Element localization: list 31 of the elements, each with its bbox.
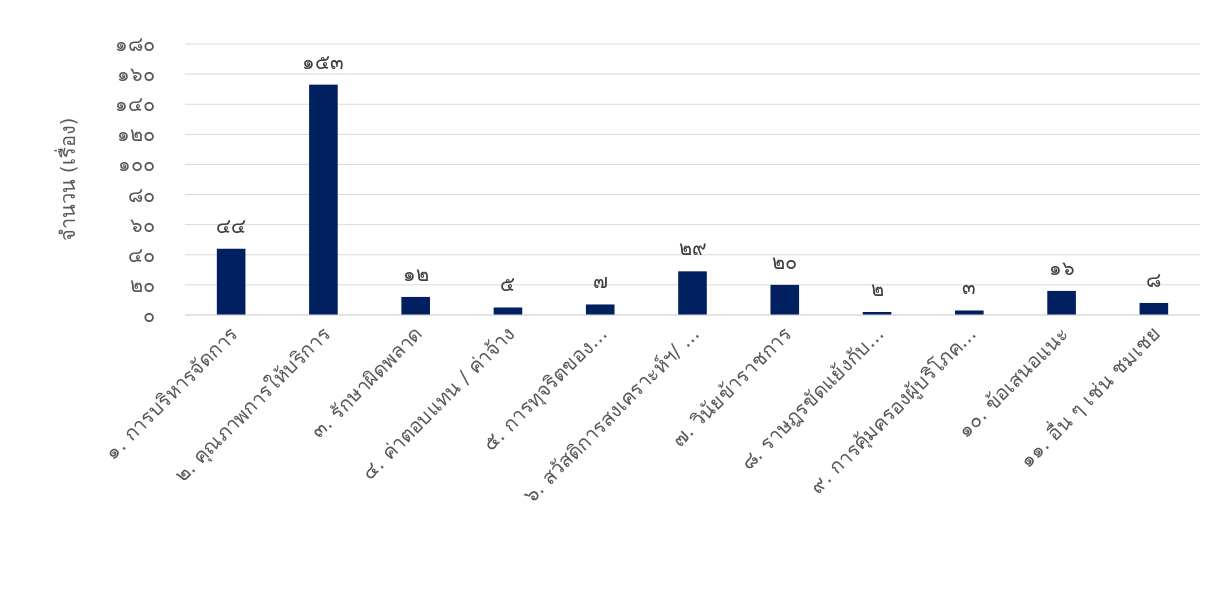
bar xyxy=(678,271,707,315)
data-label: ๔๔ xyxy=(216,213,247,238)
y-tick-label: ๖๐ xyxy=(130,212,155,237)
y-tick-label: ๘๐ xyxy=(128,182,155,207)
data-label: ๒๐ xyxy=(772,249,798,274)
bar xyxy=(585,304,615,315)
bar xyxy=(955,310,984,315)
data-label: ๑๕๓ xyxy=(302,49,345,74)
y-tick-label: ๔๐ xyxy=(128,242,155,267)
data-label: ๗ xyxy=(592,269,608,294)
y-axis-title: จำนวน (เรื่อง) xyxy=(54,117,80,242)
bar xyxy=(401,296,430,315)
data-label: ๓ xyxy=(962,275,977,300)
data-label: ๑๒ xyxy=(402,261,429,286)
y-tick-label: ๐ xyxy=(143,303,155,327)
y-tick-label: ๑๘๐ xyxy=(115,32,155,56)
data-label: ๘ xyxy=(1146,267,1162,292)
data-label: ๒๙ xyxy=(678,236,707,261)
bar xyxy=(1047,290,1076,315)
bar xyxy=(216,248,246,315)
data-label: ๑๖ xyxy=(1048,255,1075,280)
y-tick-label: ๑๒๐ xyxy=(117,122,155,147)
bar xyxy=(770,284,800,315)
y-tick-label: ๒๐ xyxy=(130,272,155,297)
data-label: ๕ xyxy=(500,272,516,297)
y-tick-label: ๑๖๐ xyxy=(117,62,155,87)
bar xyxy=(309,84,338,315)
y-tick-label: ๑๔๐ xyxy=(115,92,155,117)
y-tick-label: ๑๐๐ xyxy=(118,152,155,177)
bar xyxy=(493,307,523,315)
data-label: ๒ xyxy=(870,276,884,301)
